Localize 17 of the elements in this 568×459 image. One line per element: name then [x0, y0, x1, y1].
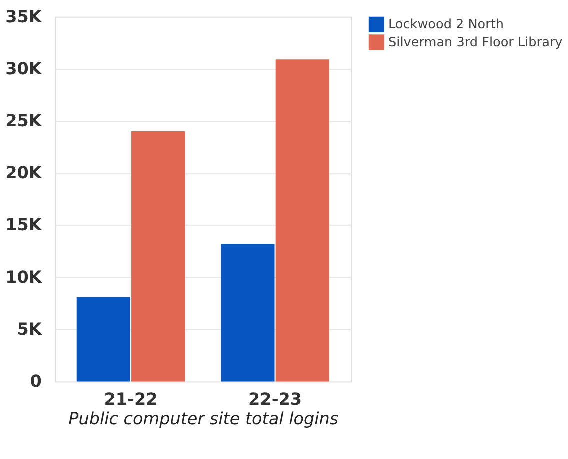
- y-tick-label: 20K: [6, 162, 43, 183]
- x-tick-label: 22-23: [248, 388, 302, 409]
- y-tick-label: 5K: [17, 318, 43, 339]
- x-tick-label: 21-22: [104, 388, 158, 409]
- x-axis-title: Public computer site total logins: [68, 408, 339, 429]
- y-tick-label: 0: [30, 371, 42, 392]
- y-tick-label: 25K: [6, 110, 43, 130]
- bar: [132, 131, 186, 382]
- y-tick-label: 35K: [6, 6, 43, 26]
- y-tick-label: 15K: [6, 214, 43, 235]
- legend-label: Lockwood 2 North: [388, 18, 504, 33]
- legend-label: Silverman 3rd Floor Library: [388, 35, 564, 50]
- bar: [76, 297, 130, 382]
- bar: [221, 244, 275, 382]
- y-tick-label: 30K: [6, 58, 43, 78]
- y-tick-label: 10K: [6, 266, 43, 287]
- bar: [276, 60, 330, 382]
